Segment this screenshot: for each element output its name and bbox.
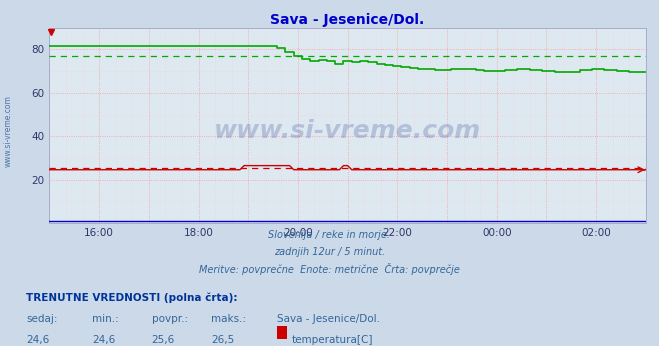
- Text: min.:: min.:: [92, 314, 119, 324]
- Text: povpr.:: povpr.:: [152, 314, 188, 324]
- Text: TRENUTNE VREDNOSTI (polna črta):: TRENUTNE VREDNOSTI (polna črta):: [26, 292, 238, 303]
- Text: sedaj:: sedaj:: [26, 314, 58, 324]
- Title: Sava - Jesenice/Dol.: Sava - Jesenice/Dol.: [270, 12, 425, 27]
- Text: zadnjih 12ur / 5 minut.: zadnjih 12ur / 5 minut.: [274, 247, 385, 257]
- Text: maks.:: maks.:: [211, 314, 246, 324]
- Text: Slovenija / reke in morje.: Slovenija / reke in morje.: [268, 230, 391, 240]
- Text: www.si-vreme.com: www.si-vreme.com: [3, 95, 13, 167]
- Text: 24,6: 24,6: [26, 335, 49, 345]
- Text: www.si-vreme.com: www.si-vreme.com: [214, 119, 481, 143]
- Text: 26,5: 26,5: [211, 335, 234, 345]
- Text: 24,6: 24,6: [92, 335, 115, 345]
- Text: Meritve: povprečne  Enote: metrične  Črta: povprečje: Meritve: povprečne Enote: metrične Črta:…: [199, 263, 460, 275]
- Text: temperatura[C]: temperatura[C]: [291, 335, 373, 345]
- Text: Sava - Jesenice/Dol.: Sava - Jesenice/Dol.: [277, 314, 380, 324]
- Text: 25,6: 25,6: [152, 335, 175, 345]
